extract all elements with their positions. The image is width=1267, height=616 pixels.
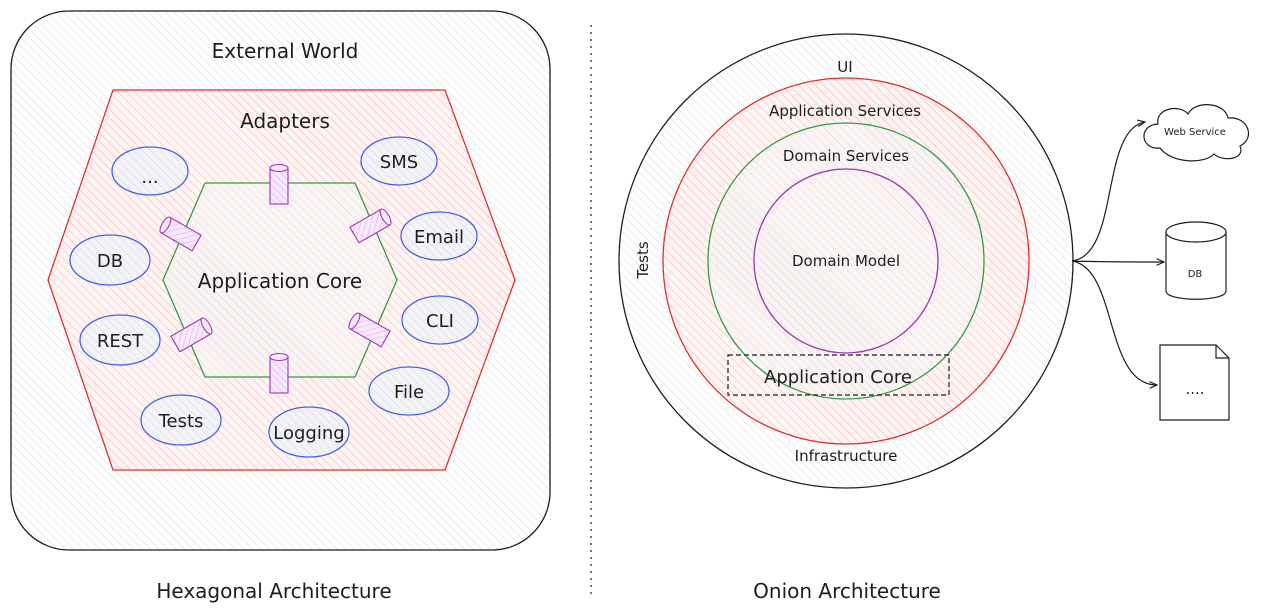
tests-label: Tests	[634, 241, 652, 280]
svg-text:Logging: Logging	[273, 423, 344, 444]
svg-text:....: ....	[1185, 380, 1204, 398]
svg-text:Email: Email	[414, 227, 464, 248]
port-upper-right	[349, 208, 392, 244]
hexagonal-architecture: External World Adapters Application Core	[10, 10, 551, 603]
svg-text:REST: REST	[97, 331, 144, 352]
adapter-db: DB	[69, 234, 151, 286]
onion-caption: Onion Architecture	[753, 579, 941, 603]
arrow-to-doc	[1071, 260, 1157, 385]
svg-text:...: ...	[141, 167, 158, 188]
db-cylinder: DB	[1165, 221, 1227, 300]
application-core-boundary	[727, 354, 950, 396]
svg-text:SMS: SMS	[380, 152, 418, 173]
adapter-rest: REST	[79, 314, 161, 366]
external-world-label: External World	[212, 39, 359, 63]
svg-text:DB: DB	[1188, 269, 1203, 280]
ui-label: UI	[837, 58, 852, 76]
adapter-email: Email	[400, 211, 478, 261]
port-top	[269, 163, 289, 205]
document-icon: ....	[1159, 344, 1230, 421]
infrastructure-label: Infrastructure	[795, 447, 898, 465]
svg-text:Web Service: Web Service	[1164, 127, 1226, 138]
onion-application-core-label: Application Core	[764, 367, 912, 388]
port-bottom	[269, 352, 289, 394]
port-lower-right	[348, 312, 391, 348]
adapter-tests: Tests	[140, 394, 222, 446]
application-core-hexagon	[162, 182, 398, 378]
svg-text:CLI: CLI	[426, 311, 454, 332]
port-upper-left	[159, 216, 202, 252]
domain-model-label: Domain Model	[792, 252, 900, 270]
svg-text:File: File	[394, 382, 424, 403]
onion-architecture: UI Application Services Domain Services …	[618, 33, 1250, 603]
adapter-logging: Logging	[268, 406, 350, 458]
web-service-cloud: Web Service	[1143, 104, 1250, 162]
adapter-sms: SMS	[360, 136, 438, 186]
domain-services-label: Domain Services	[783, 147, 909, 165]
adapter-cli: CLI	[401, 295, 479, 345]
adapter-file: File	[368, 366, 450, 416]
application-core-label: Application Core	[198, 269, 362, 293]
adapters-label: Adapters	[240, 109, 330, 133]
domain-model-circle	[753, 168, 939, 354]
arrow-to-web-service	[1071, 122, 1145, 262]
port-lower-left	[170, 317, 213, 353]
svg-text:Tests: Tests	[158, 411, 204, 432]
hexagonal-caption: Hexagonal Architecture	[156, 579, 391, 603]
arrow-to-db	[1071, 261, 1164, 262]
adapter-ellipsis: ...	[111, 146, 189, 196]
svg-text:DB: DB	[97, 251, 123, 272]
application-services-label: Application Services	[769, 102, 921, 120]
